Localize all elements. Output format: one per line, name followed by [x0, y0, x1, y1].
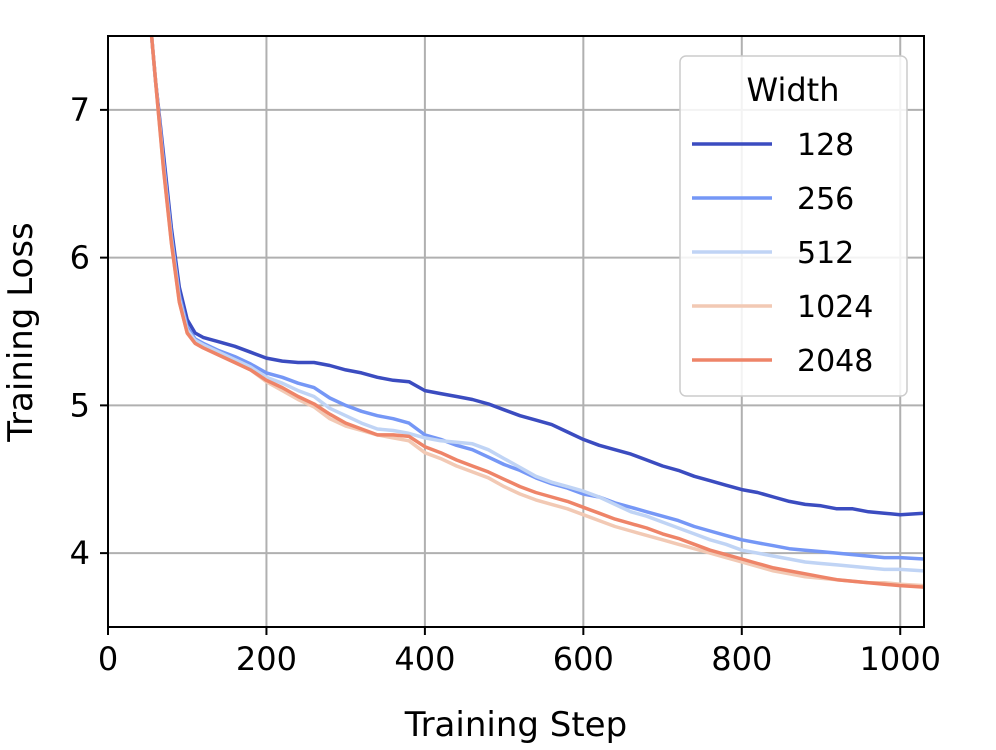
x-tick-label: 400	[394, 640, 455, 678]
series-line-256	[149, 36, 924, 561]
axis-ticks: 0 200 400 600 800 1000 4 5 6 7	[70, 91, 941, 678]
x-axis-label: Training Step	[404, 705, 627, 745]
x-tick-label: 0	[98, 640, 118, 678]
y-axis-label: Training Loss	[1, 222, 41, 443]
y-tick-label: 4	[70, 534, 90, 572]
legend-title: Width	[747, 71, 840, 109]
y-tick-label: 6	[70, 239, 90, 277]
x-tick-label: 600	[553, 640, 614, 678]
legend-label-1024: 1024	[797, 290, 873, 325]
series-line-128	[149, 36, 924, 517]
y-tick-label: 7	[70, 91, 90, 129]
legend-label-256: 256	[797, 182, 854, 217]
series-lines	[149, 36, 924, 589]
legend-label-512: 512	[797, 236, 854, 271]
x-tick-label: 200	[236, 640, 297, 678]
y-tick-label: 5	[70, 386, 90, 424]
plot-frame	[107, 35, 925, 628]
x-tick-label: 1000	[860, 640, 941, 678]
legend-label-2048: 2048	[797, 344, 873, 379]
series-line-2048	[149, 36, 924, 589]
legend-entries: 128 256 512 1024 2048	[692, 128, 873, 379]
legend: Width 128 256 512 1024 2048	[679, 55, 908, 397]
x-tick-label: 800	[711, 640, 772, 678]
legend-box	[679, 55, 908, 397]
series-line-512	[149, 36, 924, 573]
legend-label-128: 128	[797, 128, 854, 163]
